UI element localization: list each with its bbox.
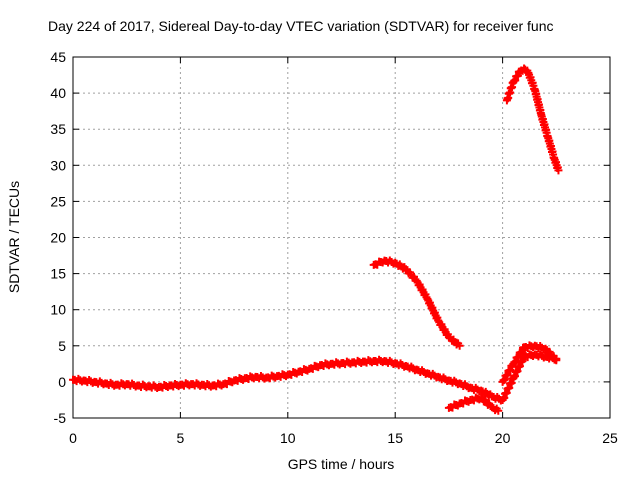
x-axis-label: GPS time / hours [288,456,395,472]
data-point [401,265,410,274]
y-tick-label: 40 [50,85,66,101]
data-point [554,166,563,175]
data-points [69,64,563,415]
y-tick-label: 0 [58,374,66,390]
y-tick-label: 15 [50,266,66,282]
x-tick-label: 20 [495,430,511,446]
x-tick-label: 5 [177,430,185,446]
data-point [514,352,523,361]
data-point [550,354,559,363]
y-tick-label: 20 [50,230,66,246]
data-point [552,356,561,365]
y-tick-label: 5 [58,338,66,354]
data-point [455,341,464,350]
y-axis-label: SDTVAR / TECUs [6,181,22,293]
data-point [494,406,503,415]
y-tick-label: 35 [50,121,66,137]
y-tick-label: 10 [50,302,66,318]
y-tick-label: 45 [50,49,66,65]
y-tick-label: -5 [54,410,67,426]
chart-title: Day 224 of 2017, Sidereal Day-to-day VTE… [48,18,554,34]
x-tick-label: 15 [387,430,403,446]
y-tick-label: 30 [50,157,66,173]
x-tick-label: 25 [602,430,618,446]
x-tick-label: 0 [69,430,77,446]
grid-lines [73,57,610,418]
y-tick-label: 25 [50,193,66,209]
data-point [517,347,526,356]
data-point [511,357,520,366]
x-tick-label: 10 [280,430,296,446]
data-point [541,344,550,353]
